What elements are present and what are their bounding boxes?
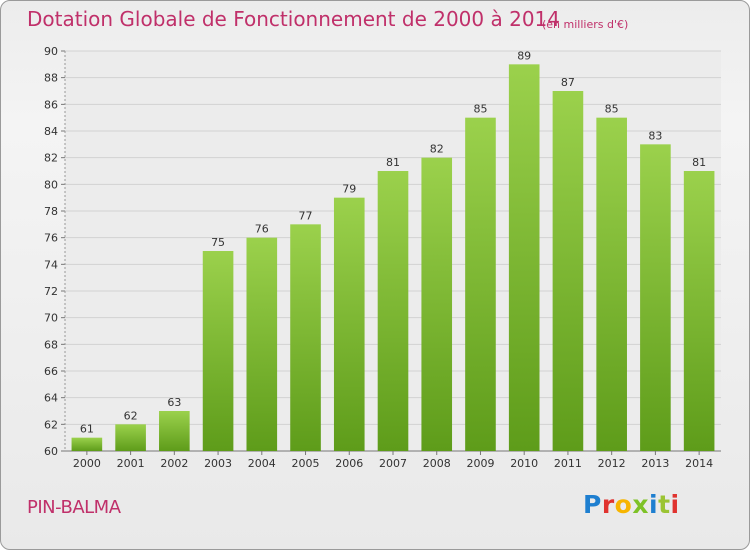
y-tick-label: 90 [44, 45, 58, 58]
x-tick-label: 2003 [204, 457, 232, 470]
y-tick-label: 66 [44, 365, 58, 378]
bar-2014[interactable] [683, 171, 715, 451]
y-tick-label: 84 [44, 125, 58, 138]
y-tick-label: 70 [44, 312, 58, 325]
x-tick-label: 2012 [598, 457, 626, 470]
bar-2013[interactable] [640, 144, 671, 452]
y-tick-label: 72 [44, 285, 58, 298]
bar-2012[interactable] [596, 117, 627, 452]
y-tick-label: 86 [44, 98, 58, 111]
y-tick-label: 64 [44, 392, 58, 405]
y-tick-label: 88 [44, 72, 58, 85]
y-tick-label: 74 [44, 258, 58, 271]
y-tick-label: 76 [44, 232, 58, 245]
bar-2004[interactable] [246, 237, 278, 451]
logo-letter: P [583, 490, 602, 519]
bars [71, 64, 715, 452]
x-tick-label: 2013 [641, 457, 669, 470]
x-tick-label: 2002 [160, 457, 188, 470]
data-label: 62 [124, 409, 138, 422]
x-tick-label: 2011 [554, 457, 582, 470]
y-tick-label: 62 [44, 418, 58, 431]
data-label: 83 [648, 129, 662, 142]
bar-2001[interactable] [115, 424, 146, 451]
axes: 60 62 64 66 68 70 72 74 76 78 80 82 84 86 88 90 2000 2001… [44, 45, 721, 470]
bar-2008[interactable] [421, 157, 453, 451]
bar-2007[interactable] [377, 171, 409, 451]
data-label: 77 [299, 209, 313, 222]
bar-2009[interactable] [465, 117, 496, 452]
data-label: 63 [167, 396, 181, 409]
data-label: 79 [342, 183, 356, 196]
bar-2003[interactable] [202, 251, 234, 451]
y-tick-label: 78 [44, 205, 58, 218]
data-label: 61 [80, 423, 94, 436]
data-label: 82 [430, 143, 444, 156]
data-label: 81 [692, 156, 706, 169]
x-tick-label: 2009 [466, 457, 494, 470]
bar-2006[interactable] [333, 197, 365, 451]
proxiti-logo[interactable]: Proxiti [583, 490, 680, 519]
logo-letter: x [632, 490, 649, 519]
logo-letter: t [658, 490, 671, 519]
y-tick-label: 80 [44, 178, 58, 191]
data-label: 85 [605, 103, 619, 116]
y-tick-label: 82 [44, 152, 58, 165]
bar-2002[interactable] [159, 411, 190, 451]
x-tick-label: 2006 [335, 457, 363, 470]
chart-unit: (en milliers d'€) [542, 18, 629, 31]
data-label: 85 [473, 103, 487, 116]
logo-letter: o [614, 490, 633, 519]
x-tick-label: 2000 [73, 457, 101, 470]
x-tick-label: 2010 [510, 457, 538, 470]
logo-letter: i [649, 490, 659, 519]
x-tick-label: 2007 [379, 457, 407, 470]
x-tick-label: 2004 [248, 457, 276, 470]
bar-2011[interactable] [552, 91, 584, 451]
data-label: 87 [561, 76, 575, 89]
chart-title: Dotation Globale de Fonctionnement de 20… [27, 7, 560, 31]
x-tick-label: 2001 [117, 457, 145, 470]
y-tick-label: 60 [44, 445, 58, 458]
bar-2005[interactable] [290, 224, 321, 451]
data-labels: 61 62 63 75 76 77 79 81 82 85 89 87 85 83 81 [80, 49, 706, 435]
logo-letter: i [670, 490, 680, 519]
data-label: 81 [386, 156, 400, 169]
bar-2010[interactable] [508, 64, 540, 452]
data-label: 76 [255, 223, 269, 236]
data-label: 75 [211, 236, 225, 249]
commune-name: PIN-BALMA [27, 497, 121, 518]
y-tick-label: 68 [44, 338, 58, 351]
x-tick-label: 2008 [423, 457, 451, 470]
x-tick-label: 2005 [292, 457, 320, 470]
data-label: 89 [517, 49, 531, 62]
x-tick-label: 2014 [685, 457, 713, 470]
bar-2000[interactable] [71, 437, 103, 451]
logo-letter: r [601, 490, 615, 519]
